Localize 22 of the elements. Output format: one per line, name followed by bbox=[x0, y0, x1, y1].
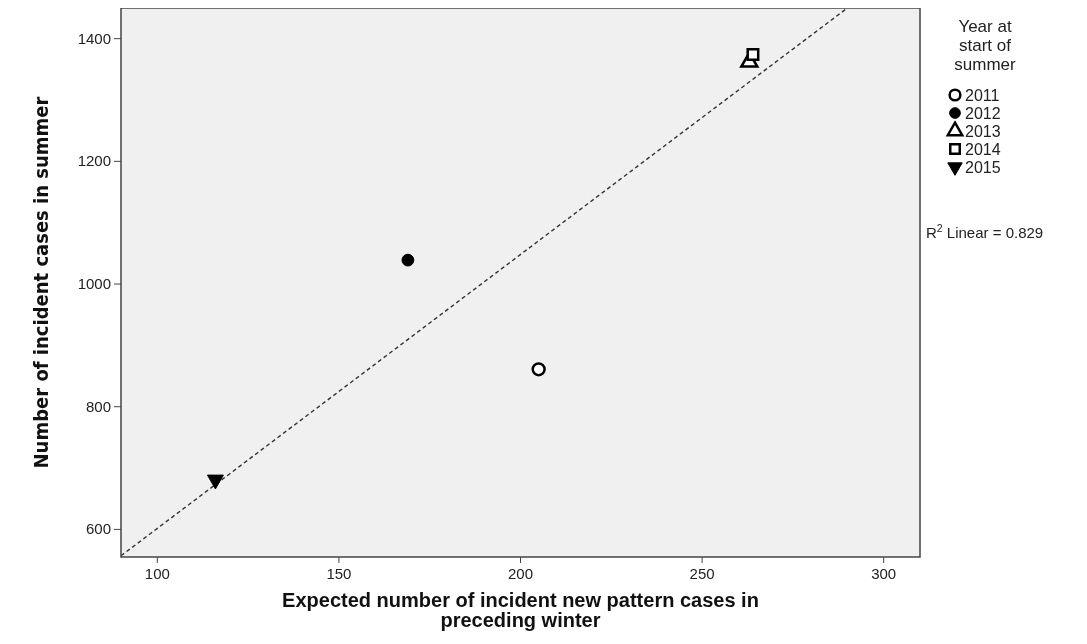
legend-label: 2013 bbox=[965, 123, 1001, 140]
y-tick-label: 1000 bbox=[77, 275, 111, 293]
x-tick-label: 200 bbox=[507, 565, 534, 582]
y-axis-title: Number of incident cases in summer bbox=[29, 96, 53, 469]
y-tick-label: 1400 bbox=[77, 29, 111, 47]
text: R$^{2}$ Linear = 0.829 bbox=[926, 222, 1044, 241]
x-tick-label: 100 bbox=[144, 565, 170, 582]
x-tick-label: 150 bbox=[326, 565, 352, 582]
y-tick-label: 800 bbox=[85, 397, 111, 415]
x-axis-title: Expected number of incident new pattern cases in preceding winter bbox=[282, 589, 759, 631]
point bbox=[206, 474, 224, 490]
y-tick-label: 600 bbox=[85, 520, 111, 538]
point bbox=[401, 253, 415, 267]
legend-label: 2015 bbox=[965, 159, 1001, 176]
y-tick-label: 1200 bbox=[77, 152, 111, 170]
legend-label: 2011 bbox=[965, 87, 1000, 104]
x-tick-label: 300 bbox=[871, 565, 897, 582]
legend-label: 2014 bbox=[965, 141, 1001, 158]
x-tick-label: 250 bbox=[689, 565, 715, 582]
point bbox=[531, 362, 546, 377]
legend-title: Year at start of summer bbox=[954, 17, 1017, 74]
legend-label: 2012 bbox=[965, 105, 1001, 122]
